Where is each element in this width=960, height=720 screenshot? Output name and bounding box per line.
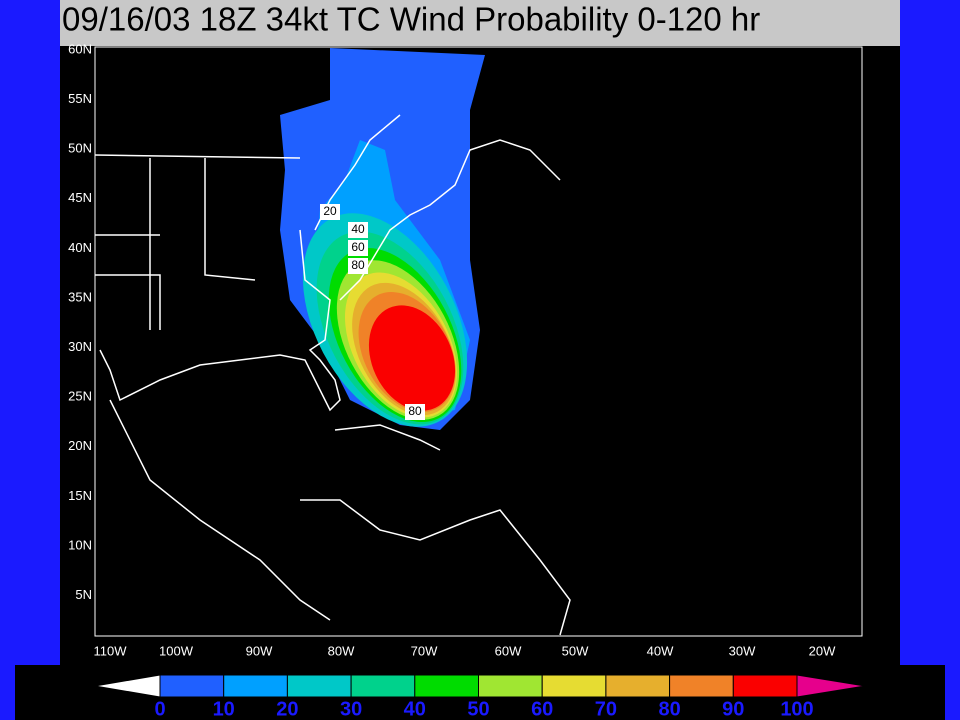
lat-label: 30N: [68, 339, 92, 354]
colorbar-box: [541, 674, 607, 698]
colorbar-label: 60: [531, 698, 553, 720]
lat-label: 15N: [68, 488, 92, 503]
lon-label: 50W: [562, 643, 589, 658]
lat-label: 5N: [75, 587, 92, 602]
contour-label: 80: [351, 258, 365, 272]
colorbar-label: 20: [276, 698, 298, 720]
contour-label-box: [405, 404, 425, 420]
lon-label: 20W: [809, 643, 836, 658]
prob-region: [368, 305, 456, 411]
contour-label: 80: [408, 404, 422, 418]
colorbar-label: 50: [467, 698, 489, 720]
lon-label: 40W: [647, 643, 674, 658]
title-strip: [60, 0, 900, 46]
lon-label: 100W: [159, 643, 194, 658]
colorbar-label: 90: [722, 698, 744, 720]
lat-label: 35N: [68, 289, 92, 304]
lon-label: 30W: [729, 643, 756, 658]
map-panel: [60, 0, 900, 665]
contour-label: 40: [351, 222, 365, 236]
colorbar-label: 30: [340, 698, 362, 720]
colorbar-box: [605, 674, 671, 698]
colorbar-over: [796, 674, 866, 698]
colorbar-label: 100: [780, 698, 813, 720]
colorbar-box: [223, 674, 288, 698]
map-frame: [94, 46, 863, 637]
contour-label-box: [348, 240, 368, 256]
colorbar-box: [669, 674, 734, 698]
title: 09/16/03 18Z 34kt TC Wind Probability 0-…: [62, 1, 760, 38]
colorbar-box: [414, 674, 479, 698]
colorbar-label: 10: [213, 698, 235, 720]
contour-label-box: [348, 258, 368, 274]
colorbar-box: [350, 674, 416, 698]
contour-label-box: [320, 204, 340, 220]
lon-label: 110W: [94, 643, 128, 658]
coastline: [94, 114, 571, 636]
colorbar-box: [732, 674, 798, 698]
lat-label: 50N: [68, 141, 92, 156]
lat-label: 25N: [68, 389, 92, 404]
lat-label: 60N: [68, 41, 92, 56]
map: [94, 46, 863, 637]
colorbar-box: [286, 674, 352, 698]
lon-label: 90W: [246, 643, 273, 658]
colorbar-label: 40: [404, 698, 426, 720]
contour-label: 60: [351, 240, 365, 254]
lon-label: 60W: [495, 643, 522, 658]
contour-label-box: [348, 222, 368, 238]
lat-label: 45N: [68, 190, 92, 205]
colorbar-box: [478, 674, 543, 698]
lat-label: 20N: [68, 438, 92, 453]
contour-label: 20: [323, 204, 337, 218]
colorbar-box: [159, 674, 225, 698]
lon-label: 80W: [328, 643, 355, 658]
lat-label: 40N: [68, 240, 92, 255]
colorbar-label: 0: [154, 698, 165, 720]
colorbar-label: 70: [595, 698, 617, 720]
lon-label: 70W: [411, 643, 438, 658]
lat-label: 55N: [68, 91, 92, 106]
colorbar-label: 80: [658, 698, 680, 720]
lat-label: 10N: [68, 537, 92, 552]
